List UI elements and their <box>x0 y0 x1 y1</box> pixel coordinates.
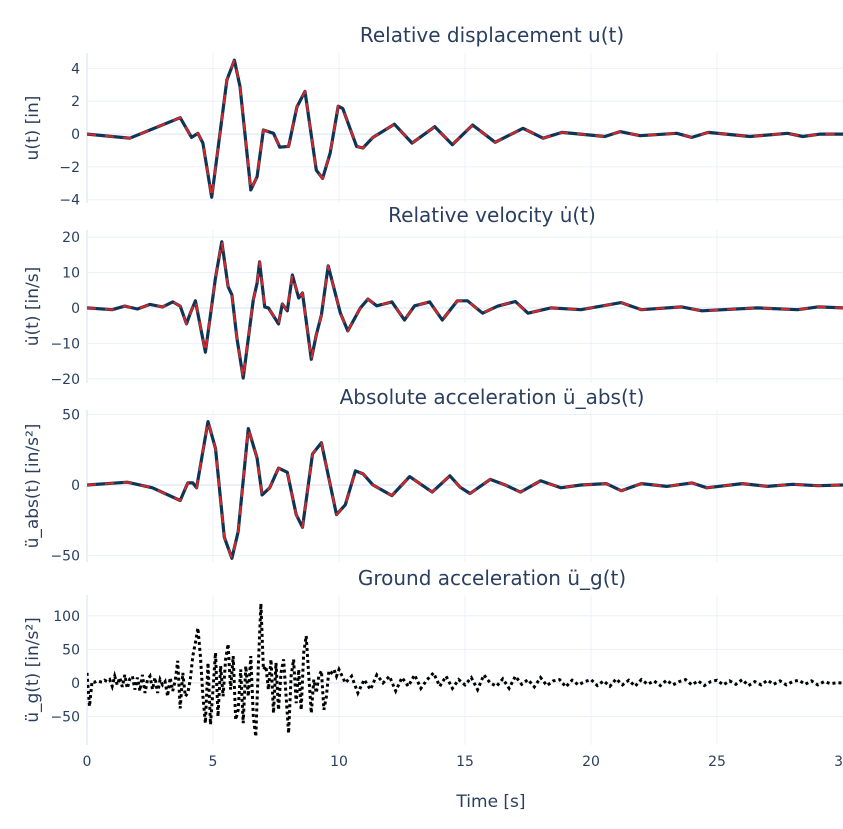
subplot-displacement: −4 −2 0 2 4 Relative displacement u(t) u(t) [i… <box>23 23 843 209</box>
series-line-dashed <box>87 420 843 560</box>
y-tick-label: 0 <box>71 676 80 692</box>
y-axis-title: u̇(t) [in/s] <box>23 267 43 346</box>
y-tick-label: 100 <box>53 609 80 625</box>
x-tick-label: 30 <box>834 754 843 770</box>
x-axis-title: Time [s] <box>455 792 525 812</box>
y-tick-label: −50 <box>50 709 80 725</box>
y-tick-label: 50 <box>62 642 80 658</box>
y-tick-label: −4 <box>59 193 80 209</box>
subplot-velocity: −20 −10 0 10 20 Relative velocity u̇(t) u̇(t) … <box>23 203 843 388</box>
y-tick-label: 0 <box>71 301 80 317</box>
x-tick-label: 15 <box>456 754 474 770</box>
y-tick-label: 10 <box>62 266 80 282</box>
subplot-ground-acceleration: −50 0 50 100 Ground acceleration ü_g(t) ü_g(t… <box>23 566 843 745</box>
x-tick-label: 25 <box>708 754 726 770</box>
x-tick-label: 10 <box>330 754 348 770</box>
y-axis-title: ü_abs(t) [in/s²] <box>23 424 43 549</box>
y-tick-label: −50 <box>50 549 80 565</box>
y-tick-label: 4 <box>71 61 80 77</box>
y-tick-label: −20 <box>50 372 80 388</box>
y-tick-label: 50 <box>62 408 80 424</box>
series-group <box>87 603 843 737</box>
y-tick-label: 0 <box>71 127 80 143</box>
x-tick-label: 20 <box>582 754 600 770</box>
y-axis-title: u(t) [in] <box>23 96 43 161</box>
series-group <box>87 58 843 199</box>
series-group <box>87 240 843 380</box>
series-line-dotted <box>87 603 843 737</box>
series-group <box>87 420 843 560</box>
subplot-absolute-acceleration: −50 0 50 Absolute acceleration ü_abs(t) ü_ab… <box>23 385 843 565</box>
subplot-title: Relative displacement u(t) <box>360 23 624 47</box>
x-tick-labels: 0 5 10 15 20 25 30 <box>83 754 843 770</box>
x-tick-label: 5 <box>209 754 218 770</box>
subplot-title: Absolute acceleration ü_abs(t) <box>340 385 645 409</box>
y-tick-label: 2 <box>71 94 80 110</box>
y-axis-title: ü_g(t) [in/s²] <box>23 617 43 723</box>
y-tick-label: 20 <box>62 230 80 246</box>
x-tick-label: 0 <box>83 754 92 770</box>
y-tick-label: 0 <box>71 478 80 494</box>
y-tick-label: −2 <box>59 160 80 176</box>
subplot-title: Ground acceleration ü_g(t) <box>358 566 626 590</box>
y-tick-label: −10 <box>50 336 80 352</box>
series-line-dashed <box>87 240 843 380</box>
series-line-solid <box>87 58 843 199</box>
subplot-title: Relative velocity u̇(t) <box>388 203 596 227</box>
